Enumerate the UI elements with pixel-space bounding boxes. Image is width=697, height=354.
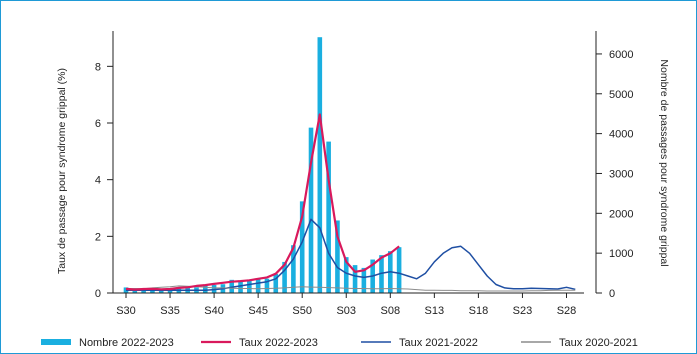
legend-label: Taux 2020-2021: [559, 337, 638, 349]
x-tick-label: S03: [336, 305, 356, 317]
legend-label: Taux 2022-2023: [239, 337, 318, 349]
bar-nombre-2022-2023: [264, 278, 270, 293]
right-tick-label: 0: [609, 288, 615, 300]
bar-nombre-2022-2023: [167, 290, 173, 293]
line-taux-2020-2021: [125, 285, 576, 292]
x-tick-label: S35: [160, 305, 180, 317]
x-tick-label: S50: [292, 305, 312, 317]
bar-nombre-2022-2023: [202, 285, 208, 293]
x-tick-label: S13: [425, 305, 445, 317]
bar-nombre-2022-2023: [247, 280, 252, 293]
bar-nombre-2022-2023: [255, 279, 261, 293]
bar-nombre-2022-2023: [299, 201, 305, 293]
bar-nombre-2022-2023: [150, 289, 155, 293]
left-tick-label: 6: [95, 118, 101, 130]
bar-nombre-2022-2023: [326, 141, 331, 293]
bar-nombre-2022-2023: [335, 220, 340, 293]
x-tick-label: S23: [513, 305, 533, 317]
right-axis-label: Nombre de passages pour syndrome grippal: [658, 59, 670, 266]
right-tick-label: 6000: [609, 49, 633, 61]
bar-nombre-2022-2023: [158, 289, 164, 293]
left-tick-label: 8: [95, 61, 101, 73]
right-tick-label: 4000: [609, 129, 633, 141]
bar-nombre-2022-2023: [379, 255, 384, 293]
bar-nombre-2022-2023: [308, 127, 314, 293]
left-tick-label: 4: [95, 175, 101, 187]
x-tick-label: S18: [469, 305, 489, 317]
left-axis-label: Taux de passage pour syndrome grippal (%…: [56, 68, 68, 274]
right-tick-label: 5000: [609, 89, 633, 101]
x-tick-label: S28: [557, 305, 577, 317]
right-tick-label: 2000: [609, 208, 633, 220]
right-tick-label: 1000: [609, 248, 633, 260]
bar-nombre-2022-2023: [123, 287, 129, 293]
legend-label: Taux 2021-2022: [399, 337, 478, 349]
left-tick-label: 2: [95, 231, 101, 243]
line-taux-2022-2023: [125, 113, 400, 291]
bar-nombre-2022-2023: [352, 265, 358, 293]
line-taux-2021-2022: [126, 218, 576, 291]
right-tick-label: 3000: [609, 168, 633, 180]
bar-nombre-2022-2023: [291, 245, 296, 293]
bar-nombre-2022-2023: [132, 290, 138, 293]
bar-nombre-2022-2023: [361, 267, 367, 293]
bar-nombre-2022-2023: [229, 279, 235, 293]
left-tick-label: 0: [95, 288, 101, 300]
legend-label: Nombre 2022-2023: [79, 337, 174, 349]
legend-swatch: [41, 339, 71, 345]
x-tick-label: S45: [248, 305, 268, 317]
bar-nombre-2022-2023: [317, 37, 323, 293]
x-tick-label: S08: [381, 305, 401, 317]
bar-nombre-2022-2023: [141, 289, 146, 293]
bar-nombre-2022-2023: [282, 261, 287, 293]
bar-nombre-2022-2023: [238, 281, 243, 293]
x-tick-label: S40: [204, 305, 224, 317]
bar-nombre-2022-2023: [273, 273, 279, 293]
bar-nombre-2022-2023: [343, 257, 349, 293]
x-tick-label: S30: [116, 305, 136, 317]
bar-nombre-2022-2023: [396, 247, 402, 293]
